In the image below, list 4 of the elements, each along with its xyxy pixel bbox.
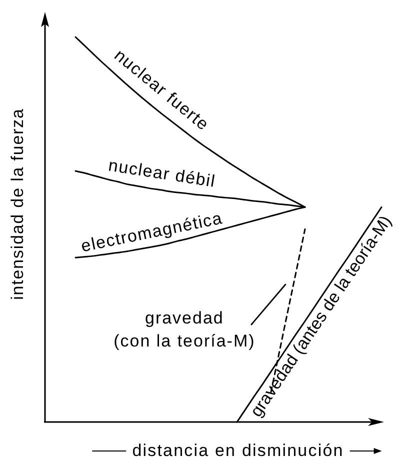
text: nuclear débil <box>107 156 217 192</box>
series-label: gravedad (con la teoría-M) <box>114 308 256 350</box>
x-axis-title: distancia en disminución <box>132 441 344 460</box>
y-axis-title: intensidad de la fuerza <box>8 108 27 300</box>
